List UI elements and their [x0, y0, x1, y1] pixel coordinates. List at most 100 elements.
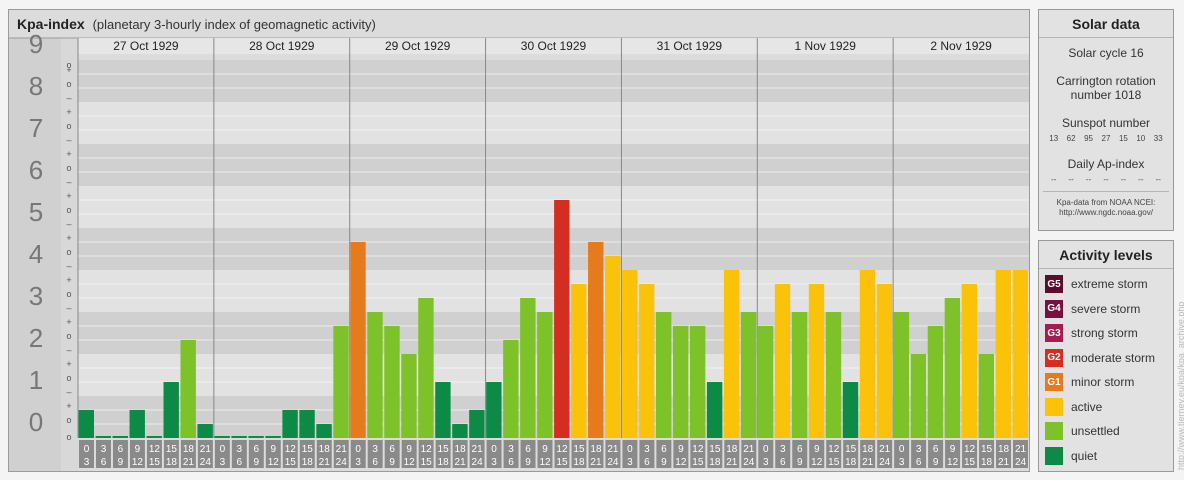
- time-interval-end: 24: [1015, 457, 1027, 468]
- time-interval-box: [707, 440, 723, 468]
- sub-tick-label: o: [66, 60, 71, 70]
- time-interval-end: 9: [118, 457, 124, 468]
- time-interval-box: [112, 440, 128, 468]
- kp-bar: [537, 312, 553, 438]
- time-interval-end: 12: [132, 457, 144, 468]
- time-interval-end: 18: [573, 457, 585, 468]
- time-interval-start: 3: [101, 444, 107, 455]
- kp-band: [78, 186, 1029, 228]
- sunspot-value: 95: [1084, 134, 1093, 143]
- sub-tick-label: –: [66, 387, 71, 397]
- kp-bar: [825, 312, 842, 438]
- time-interval-box: [554, 440, 570, 468]
- time-interval-box: [792, 440, 808, 468]
- time-interval-start: 15: [573, 444, 585, 455]
- kp-bar: [639, 283, 655, 438]
- time-interval-box: [180, 440, 196, 468]
- sunspot-value: 62: [1066, 134, 1076, 143]
- legend-label: active: [1071, 399, 1103, 414]
- time-interval-end: 12: [675, 457, 687, 468]
- legend-label: minor storm: [1071, 375, 1135, 389]
- time-interval-box: [809, 440, 825, 468]
- y-tick-label: 4: [29, 239, 43, 269]
- time-interval-start: 9: [406, 444, 412, 455]
- time-interval-start: 6: [118, 444, 124, 455]
- kp-bar: [588, 241, 604, 438]
- time-interval-box: [384, 440, 400, 468]
- ap-value: --: [1120, 175, 1127, 184]
- day-label: 2 Nov 1929: [930, 39, 992, 53]
- time-interval-end: 15: [964, 457, 976, 468]
- sub-tick-label: o: [66, 415, 71, 425]
- time-interval-box: [197, 440, 213, 468]
- time-interval-start: 18: [319, 444, 331, 455]
- kp-bar: [78, 409, 94, 438]
- kp-bar: [350, 241, 366, 438]
- time-interval-box: [758, 440, 774, 468]
- sub-tick-label: +: [66, 275, 71, 285]
- kpa-bar-chart: 27 Oct 1929 28 Oct 1929 29 Oct 1929 30 Oct …: [9, 29, 1029, 471]
- y-tick-label: 7: [29, 113, 43, 143]
- time-interval-end: 24: [743, 457, 755, 468]
- time-interval-end: 21: [183, 457, 195, 468]
- time-interval-end: 24: [200, 457, 212, 468]
- time-interval-end: 9: [389, 457, 395, 468]
- legend-label: strong storm: [1071, 326, 1138, 340]
- time-interval-end: 9: [525, 457, 531, 468]
- time-interval-start: 12: [556, 444, 568, 455]
- time-interval-end: 12: [268, 457, 280, 468]
- time-interval-start: 15: [981, 444, 993, 455]
- time-interval-start: 18: [455, 444, 467, 455]
- time-interval-end: 15: [692, 457, 704, 468]
- time-interval-box: [129, 440, 145, 468]
- ap-value: --: [1155, 175, 1161, 184]
- sub-tick-label: +: [66, 317, 71, 327]
- sunspot-value: 10: [1136, 134, 1146, 143]
- time-interval-start: 6: [525, 444, 531, 455]
- time-interval-start: 21: [336, 444, 348, 455]
- kp-bar: [384, 325, 400, 438]
- time-interval-end: 18: [302, 457, 314, 468]
- legend-item-moderate-storm: G2 moderate storm: [1045, 348, 1155, 368]
- kp-bar: [469, 409, 485, 438]
- time-interval-end: 24: [472, 457, 484, 468]
- time-interval-start: 18: [862, 444, 874, 455]
- time-interval-end: 12: [539, 457, 551, 468]
- time-interval-start: 3: [372, 444, 378, 455]
- sunspot-value: 13: [1049, 134, 1059, 143]
- legend-label: quiet: [1071, 448, 1098, 463]
- time-interval-end: 15: [556, 457, 568, 468]
- time-interval-end: 3: [899, 457, 905, 468]
- time-interval-box: [265, 440, 281, 468]
- ap-value: --: [1138, 175, 1144, 184]
- time-interval-end: 24: [607, 457, 619, 468]
- legend-swatch: [1045, 422, 1063, 440]
- time-interval-start: 21: [743, 444, 755, 455]
- time-interval-start: 6: [933, 444, 939, 455]
- legend-label: extreme storm: [1071, 277, 1148, 291]
- sub-tick-label: o: [66, 289, 71, 299]
- time-interval-box: [316, 440, 332, 468]
- kp-bar: [299, 409, 315, 438]
- time-interval-end: 21: [319, 457, 331, 468]
- time-interval-start: 12: [149, 444, 161, 455]
- source-url[interactable]: http://www.ngdc.noaa.gov/: [1059, 208, 1153, 217]
- kp-bar: [452, 424, 468, 438]
- time-interval-end: 6: [101, 457, 107, 468]
- time-interval-start: 3: [644, 444, 650, 455]
- sub-tick-label: o: [66, 205, 71, 215]
- kp-bar: [571, 283, 587, 438]
- time-interval-box: [214, 440, 230, 468]
- time-interval-box: [452, 440, 468, 468]
- y-tick-label: 6: [29, 155, 43, 185]
- time-interval-end: 9: [254, 457, 260, 468]
- watermark-url: http://www.tierney.eu/kpa/kpa_archive.ph…: [1176, 301, 1184, 470]
- legend-swatch: G4: [1045, 299, 1063, 318]
- time-interval-end: 9: [933, 457, 939, 468]
- kp-bar: [622, 270, 638, 438]
- time-interval-box: [469, 440, 485, 468]
- kp-bar: [961, 283, 978, 438]
- time-interval-box: [673, 440, 689, 468]
- kp-bar: [706, 382, 723, 438]
- y-tick-label: 1: [29, 365, 43, 395]
